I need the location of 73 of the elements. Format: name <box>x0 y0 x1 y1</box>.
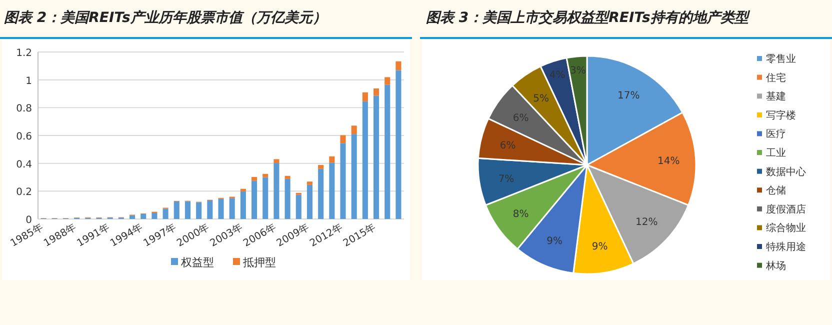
chart-title: 图表 3：美国上市交易权益型REITs持有的地产类型 <box>426 9 750 26</box>
y-tick-label: 0 <box>26 215 32 226</box>
data-label: 17% <box>617 90 640 102</box>
y-tick-label: 1.2 <box>16 48 32 59</box>
data-label: 6% <box>500 140 516 152</box>
bar <box>218 198 224 219</box>
bar <box>262 177 268 219</box>
bar <box>396 61 402 70</box>
bar <box>252 176 258 181</box>
bar <box>329 156 335 163</box>
legend-label: 林场 <box>765 260 786 272</box>
bar <box>284 176 290 179</box>
bar <box>351 126 357 134</box>
bar <box>140 214 146 219</box>
bar <box>318 168 324 219</box>
bar <box>318 165 324 169</box>
legend-label: 零售业 <box>766 53 796 65</box>
bar <box>174 201 180 219</box>
data-label: 9% <box>546 236 562 248</box>
bar <box>262 174 268 178</box>
legend-label: 权益型 <box>180 256 214 269</box>
legend-label: 写字楼 <box>766 109 796 122</box>
bar <box>240 188 246 192</box>
bar <box>207 200 213 219</box>
legend-label: 仓储 <box>766 184 786 197</box>
y-tick-label: 0.8 <box>16 104 32 115</box>
bar <box>284 178 290 219</box>
bar <box>184 201 190 219</box>
x-tick-label: 1991年 <box>74 221 112 250</box>
bar <box>396 70 402 219</box>
data-label: 12% <box>635 216 658 228</box>
data-label: 5% <box>533 93 549 104</box>
bar <box>130 215 136 219</box>
bar <box>306 182 312 185</box>
bar <box>162 208 168 219</box>
bar <box>196 202 202 219</box>
chart-title: 图表 2：美国REITs产业历年股票市值（万亿美元） <box>4 9 326 26</box>
bar <box>384 77 390 85</box>
legend-label: 抵押型 <box>242 256 276 269</box>
data-label: 9% <box>592 242 608 253</box>
legend-label: 住宅 <box>766 72 786 84</box>
bar <box>240 191 246 219</box>
legend-label: 综合物业 <box>766 222 806 234</box>
bar <box>306 184 312 219</box>
bar <box>374 96 380 219</box>
bar <box>351 134 357 219</box>
legend-label: 基建 <box>766 90 786 103</box>
bar <box>362 101 368 219</box>
legend-label: 医疗 <box>766 128 786 140</box>
data-label: 7% <box>498 174 514 185</box>
legend-label: 度假酒店 <box>766 203 806 216</box>
y-tick-label: 0.4 <box>16 159 32 170</box>
y-tick-label: 0.6 <box>16 132 32 142</box>
bar <box>329 162 335 219</box>
bar <box>296 194 302 219</box>
data-label: 14% <box>657 156 680 167</box>
bar <box>340 143 346 219</box>
data-label: 4% <box>549 70 566 81</box>
y-tick-label: 0.2 <box>16 187 32 198</box>
legend-label: 工业 <box>766 147 786 159</box>
bar <box>340 135 346 144</box>
bar <box>374 88 380 96</box>
bar <box>384 84 390 219</box>
y-tick-label: 1 <box>26 76 32 87</box>
legend-label: 特殊用途 <box>766 241 806 253</box>
bar <box>274 159 280 164</box>
data-label: 8% <box>512 209 529 220</box>
legend-label: 数据中心 <box>766 166 806 178</box>
bar <box>274 163 280 219</box>
bar <box>152 213 158 219</box>
bar <box>362 92 368 102</box>
bar <box>229 198 235 219</box>
bar <box>252 180 258 219</box>
